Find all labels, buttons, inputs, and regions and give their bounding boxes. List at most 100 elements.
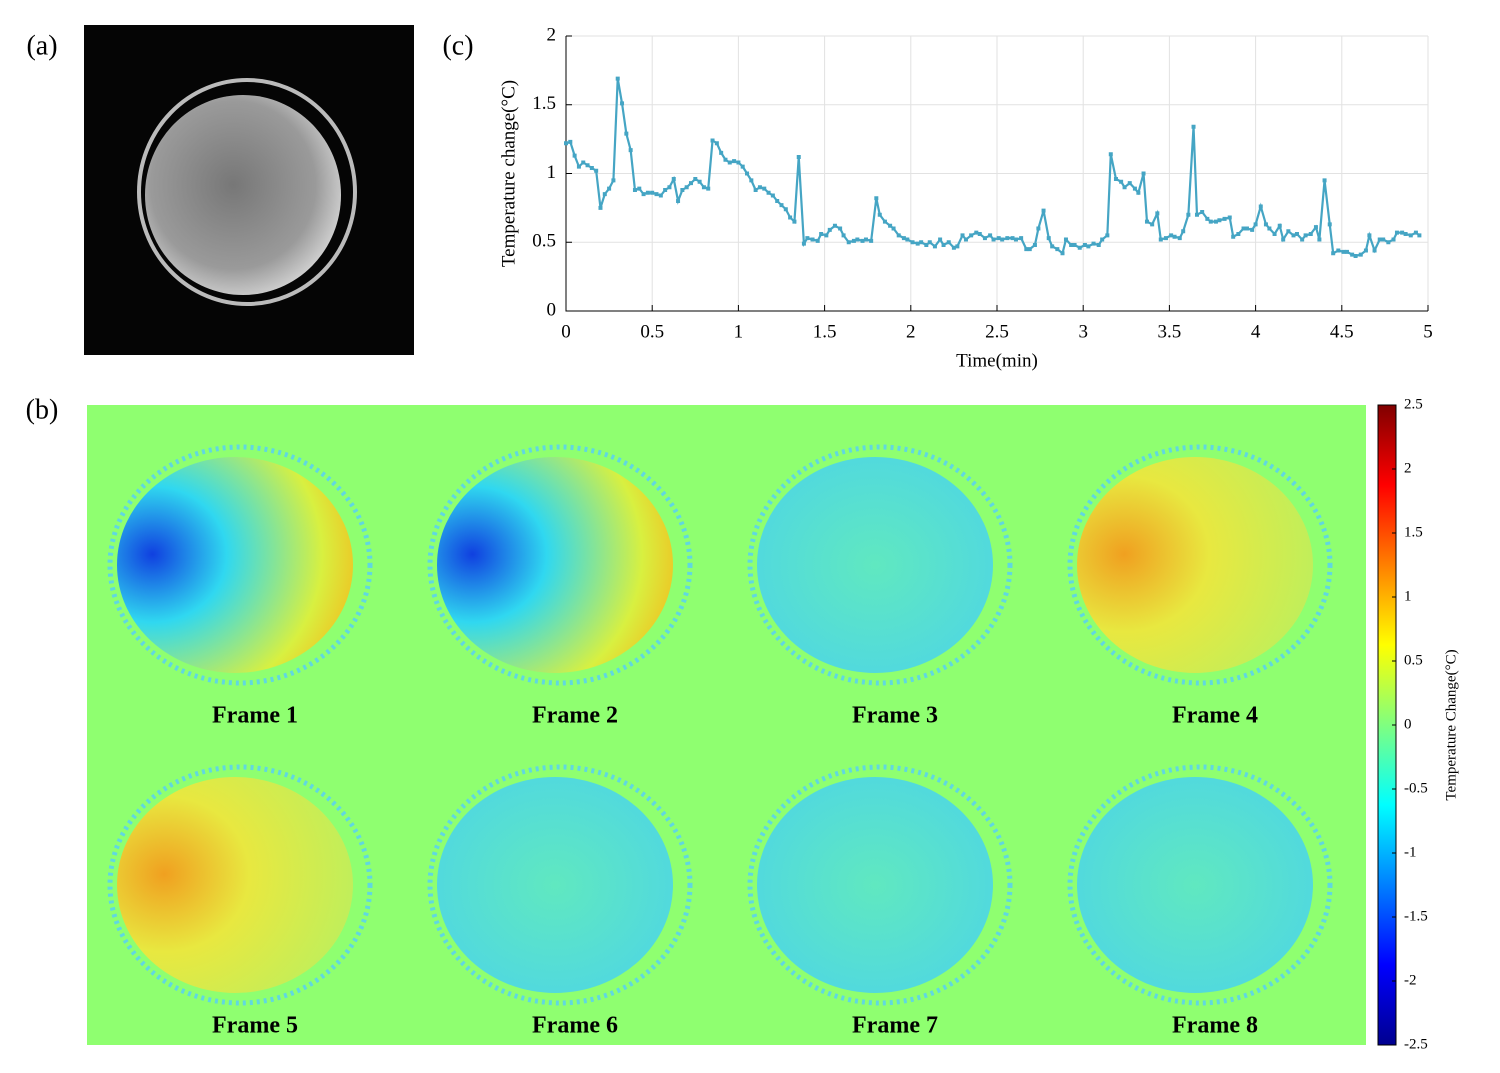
data-point (1363, 248, 1368, 253)
data-point (693, 177, 698, 181)
data-point (955, 244, 960, 249)
data-point (753, 188, 758, 192)
data-point (819, 232, 824, 236)
data-point (1417, 233, 1422, 238)
data-point (1353, 254, 1358, 258)
data-point (714, 141, 719, 146)
data-point (1381, 237, 1386, 242)
data-point (1181, 229, 1186, 234)
data-point (1005, 236, 1010, 241)
data-point (1194, 212, 1199, 217)
colorbar-tick-label: 1 (1404, 588, 1412, 604)
y-tick-label: 1.5 (532, 93, 556, 114)
data-point (1036, 226, 1041, 231)
data-point (1341, 249, 1346, 254)
x-tick-label: 4.5 (1330, 321, 1354, 342)
data-point (877, 212, 882, 217)
data-point (1317, 237, 1322, 242)
data-point (589, 166, 594, 170)
data-point (1386, 240, 1391, 245)
data-point (1217, 218, 1222, 223)
data-point (815, 238, 820, 243)
data-point (1350, 252, 1355, 257)
frame-ring (107, 444, 373, 686)
data-point (1113, 177, 1118, 181)
x-tick-label: 3 (1078, 321, 1088, 342)
data-point (684, 185, 689, 190)
data-point (632, 188, 637, 192)
data-point (1222, 216, 1227, 221)
data-point (676, 199, 681, 203)
frame-label: Frame 1 (212, 703, 298, 729)
data-point (788, 215, 793, 220)
data-point (1400, 230, 1405, 235)
data-point (969, 233, 974, 238)
data-point (951, 245, 956, 250)
data-point (1096, 243, 1101, 247)
data-point (924, 243, 929, 247)
data-point (882, 219, 887, 224)
data-point (1408, 233, 1413, 238)
data-point (891, 226, 896, 231)
data-point (801, 241, 806, 246)
frame-label: Frame 7 (852, 1013, 938, 1039)
data-point (1236, 232, 1241, 236)
data-point (1253, 222, 1258, 227)
data-point (1250, 227, 1255, 232)
data-point (1300, 237, 1305, 242)
frame-label: Frame 3 (852, 703, 938, 729)
data-point (1313, 225, 1318, 230)
data-point (946, 240, 951, 245)
colorbar-tick-label: -0.5 (1404, 780, 1428, 796)
data-point (810, 237, 815, 242)
data-point (1344, 249, 1349, 254)
data-point (723, 157, 728, 162)
data-point (645, 190, 650, 195)
frame-map (117, 777, 353, 993)
colorbar-tick-label: -2 (1404, 972, 1417, 988)
y-tick-label: 1 (547, 162, 557, 183)
data-point (1050, 244, 1055, 249)
data-point (1372, 248, 1377, 253)
y-tick-label: 0.5 (532, 231, 556, 252)
data-point (658, 193, 663, 198)
data-point (910, 240, 915, 245)
data-point (1136, 190, 1141, 195)
frame-label: Frame 2 (532, 703, 618, 729)
data-point (1200, 210, 1205, 214)
data-point (1291, 233, 1296, 238)
data-point (779, 203, 784, 208)
data-point (1367, 233, 1372, 238)
colorbar-tick-label: 1.5 (1404, 524, 1423, 540)
data-point (1281, 237, 1286, 242)
data-point (697, 179, 702, 184)
data-point (607, 186, 612, 191)
data-point (1205, 216, 1210, 221)
data-point (1177, 236, 1182, 241)
data-point (1208, 219, 1213, 224)
frame-label: Frame 4 (1172, 703, 1258, 729)
data-point (564, 141, 568, 146)
data-point (1119, 179, 1124, 184)
data-point (1272, 232, 1277, 236)
data-point (841, 233, 846, 238)
data-point (1169, 233, 1174, 238)
data-point (1267, 226, 1272, 231)
data-point (1144, 219, 1149, 224)
x-tick-label: 4 (1251, 321, 1261, 342)
data-point (1191, 124, 1196, 129)
data-point (1024, 247, 1029, 252)
data-point (1069, 243, 1074, 247)
data-point (851, 238, 856, 243)
data-point (1327, 222, 1332, 227)
data-point (905, 237, 910, 242)
colorbar-tick-label: 2 (1404, 460, 1412, 476)
data-point (963, 237, 968, 242)
x-tick-label: 0.5 (640, 321, 664, 342)
data-point (749, 178, 754, 183)
data-point (927, 240, 932, 245)
data-point (1100, 237, 1105, 242)
data-point (1027, 247, 1032, 252)
data-point (977, 232, 982, 236)
